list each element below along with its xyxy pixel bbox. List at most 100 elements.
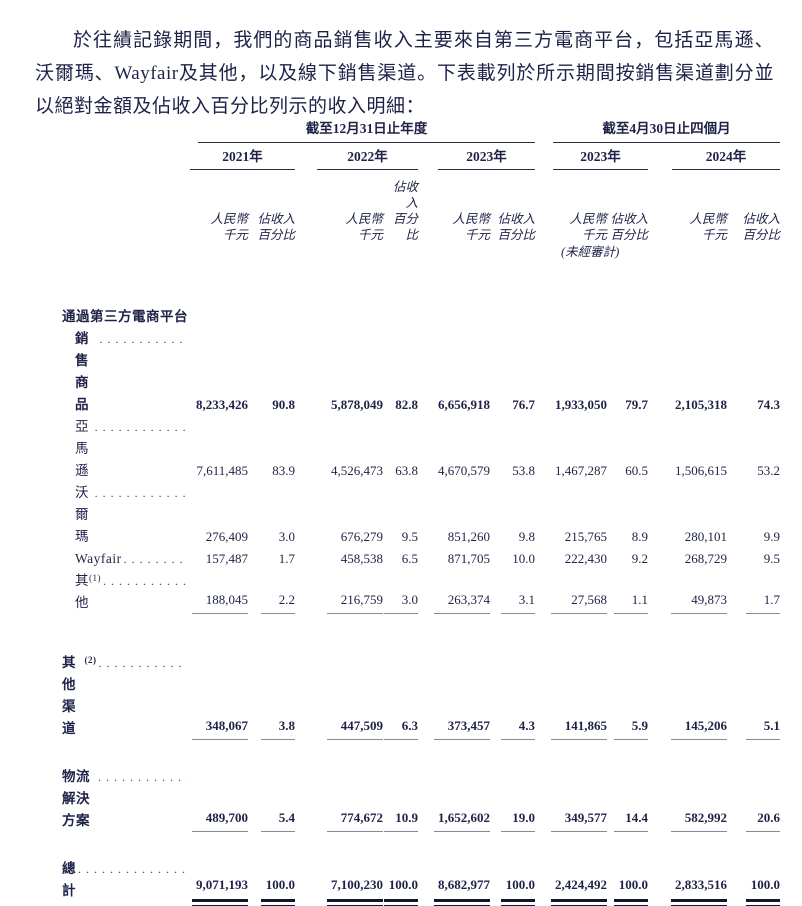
- cell-value: 2,424,492: [551, 874, 607, 906]
- cell-pct-of-revenue: 9.8: [490, 526, 535, 548]
- cell-rmb-thousand: 5,878,049: [295, 394, 383, 416]
- cell-rmb-thousand: 7,611,485: [190, 460, 248, 482]
- cell-rmb-thousand: 349,577: [535, 807, 607, 832]
- table-row: 銷售商品 8,233,426 90.8 5,878,049 82.8 6,656,918 7…: [62, 328, 780, 416]
- cell-pct-of-revenue: 53.2: [727, 460, 780, 482]
- table-row: 沃爾瑪 276,409 3.0 676,279 9.5 851,260 9.8 215,765…: [62, 482, 780, 548]
- cell-value: 2,833,516: [671, 874, 727, 906]
- cell-value: 1,506,615: [675, 463, 727, 478]
- cell-pct-of-revenue: 3.8: [248, 715, 295, 740]
- cell-pct-of-revenue: 9.5: [383, 526, 418, 548]
- cell-value: 100.0: [261, 874, 295, 906]
- table-group-header-row: 截至12月31日止年度 截至4月30日止四個月: [62, 121, 780, 143]
- cell-pct-of-revenue: 100.0: [383, 874, 418, 906]
- cell-value: 90.8: [272, 397, 295, 412]
- unit-rmb: 人民幣 千元: [210, 212, 248, 242]
- cell-value: 53.8: [512, 463, 535, 478]
- cell-value: 83.9: [272, 463, 295, 478]
- table-units-row: 人民幣 千元 佔收入 百分比 人民幣 千元 佔收入 百分比 人民幣 千元 佔收入 百分比 人…: [62, 179, 780, 243]
- table-year-header-row: 2021年 2022年 2023年 2023年 2024年: [62, 143, 780, 170]
- cell-value: 4,670,579: [438, 463, 490, 478]
- dot-leader: [95, 482, 187, 504]
- unit-pct: 佔收入 百分比: [257, 212, 295, 242]
- unaudited-note: (未經審計): [561, 245, 620, 259]
- cell-rmb-thousand: 458,538: [295, 548, 383, 570]
- cell-value: 6,656,918: [438, 397, 490, 412]
- row-label: 總計: [62, 858, 190, 902]
- cell-value: 60.5: [625, 463, 648, 478]
- cell-rmb-thousand: 851,260: [418, 526, 490, 548]
- cell-rmb-thousand: 774,672: [295, 807, 383, 832]
- cell-value: 63.8: [395, 463, 418, 478]
- cell-value: 349,577: [551, 807, 607, 832]
- cell-value: 10.0: [512, 551, 535, 566]
- row-label-text: 銷售商品: [75, 331, 89, 412]
- col-year-2022: 2022年: [317, 143, 418, 170]
- table-row: 總計9,071,193100.07,100,230100.08,682,9771…: [62, 858, 780, 906]
- cell-rmb-thousand: 373,457: [418, 715, 490, 740]
- cell-pct-of-revenue: 53.8: [490, 460, 535, 482]
- cell-value: 2,105,318: [675, 397, 727, 412]
- cell-pct-of-revenue: 10.9: [383, 807, 418, 832]
- cell-value: 5,878,049: [331, 397, 383, 412]
- cell-value: 582,992: [671, 807, 727, 832]
- unit-pct: 佔收入 百分比: [392, 180, 418, 242]
- cell-value: 19.0: [501, 807, 535, 832]
- document-page: { "page": { "paragraph": "於往績記錄期間，我們的商品銷…: [0, 0, 802, 585]
- cell-value: 5.1: [746, 715, 780, 740]
- cell-value: 2.2: [261, 589, 295, 614]
- cell-value: 4,526,473: [331, 463, 383, 478]
- cell-value: 1,467,287: [555, 463, 607, 478]
- cell-value: 1.7: [746, 589, 780, 614]
- cell-pct-of-revenue: 9.9: [727, 526, 780, 548]
- cell-value: 276,409: [205, 529, 248, 544]
- cell-rmb-thousand: 348,067: [190, 715, 248, 740]
- cell-value: 10.9: [384, 807, 418, 832]
- cell-rmb-thousand: 9,071,193: [190, 874, 248, 906]
- cell-value: 3.0: [278, 529, 295, 544]
- table-row: 亞馬遜 7,611,485 83.9 4,526,473 63.8 4,670,579 53…: [62, 416, 780, 482]
- cell-pct-of-revenue: 76.7: [490, 394, 535, 416]
- cell-value: 7,100,230: [327, 874, 383, 906]
- cell-pct-of-revenue: 5.9: [607, 715, 648, 740]
- cell-pct-of-revenue: 20.6: [727, 807, 780, 832]
- cell-value: 100.0: [384, 874, 418, 906]
- cell-value: 49,873: [671, 589, 727, 614]
- cell-value: 53.2: [757, 463, 780, 478]
- cell-value: 74.3: [757, 397, 780, 412]
- cell-rmb-thousand: 188,045: [190, 589, 248, 614]
- cell-value: 8,682,977: [434, 874, 490, 906]
- dot-leader: [103, 570, 187, 592]
- cell-value: 1,933,050: [555, 397, 607, 412]
- cell-value: 447,509: [327, 715, 383, 740]
- cell-value: 268,729: [684, 551, 727, 566]
- cell-pct-of-revenue: 10.0: [490, 548, 535, 570]
- unit-rmb: 人民幣 千元: [452, 212, 490, 242]
- intro-paragraph: 於往績記錄期間，我們的商品銷售收入主要來自第三方電商平台，包括亞馬遜、沃爾瑪、W…: [35, 30, 774, 117]
- cell-value: 676,279: [340, 529, 383, 544]
- cell-pct-of-revenue: 2.2: [248, 589, 295, 614]
- table-body: 銷售商品 8,233,426 90.8 5,878,049 82.8 6,656,918 7…: [62, 328, 780, 906]
- row-label-text: 其他渠道: [62, 655, 76, 736]
- cell-value: 489,700: [192, 807, 248, 832]
- cell-value: 263,374: [434, 589, 490, 614]
- col-4m-2023: 2023年: [553, 143, 648, 170]
- cell-pct-of-revenue: 100.0: [490, 874, 535, 906]
- cell-rmb-thousand: 222,430: [535, 548, 607, 570]
- cell-value: 20.6: [746, 807, 780, 832]
- col-4m-2024: 2024年: [672, 143, 780, 170]
- cell-pct-of-revenue: 74.3: [727, 394, 780, 416]
- cell-rmb-thousand: 276,409: [190, 526, 248, 548]
- cell-value: 3.8: [261, 715, 295, 740]
- col-year-2021: 2021年: [190, 143, 295, 170]
- unit-pct: 佔收入 百分比: [497, 212, 535, 242]
- row-label: 銷售商品: [62, 328, 190, 416]
- cell-pct-of-revenue: 6.3: [383, 715, 418, 740]
- unit-rmb: 人民幣 千元: [689, 212, 727, 242]
- cell-rmb-thousand: 141,865: [535, 715, 607, 740]
- dot-leader: [99, 652, 187, 674]
- cell-value: 100.0: [614, 874, 648, 906]
- cell-value: 145,206: [671, 715, 727, 740]
- cell-rmb-thousand: 145,206: [648, 715, 727, 740]
